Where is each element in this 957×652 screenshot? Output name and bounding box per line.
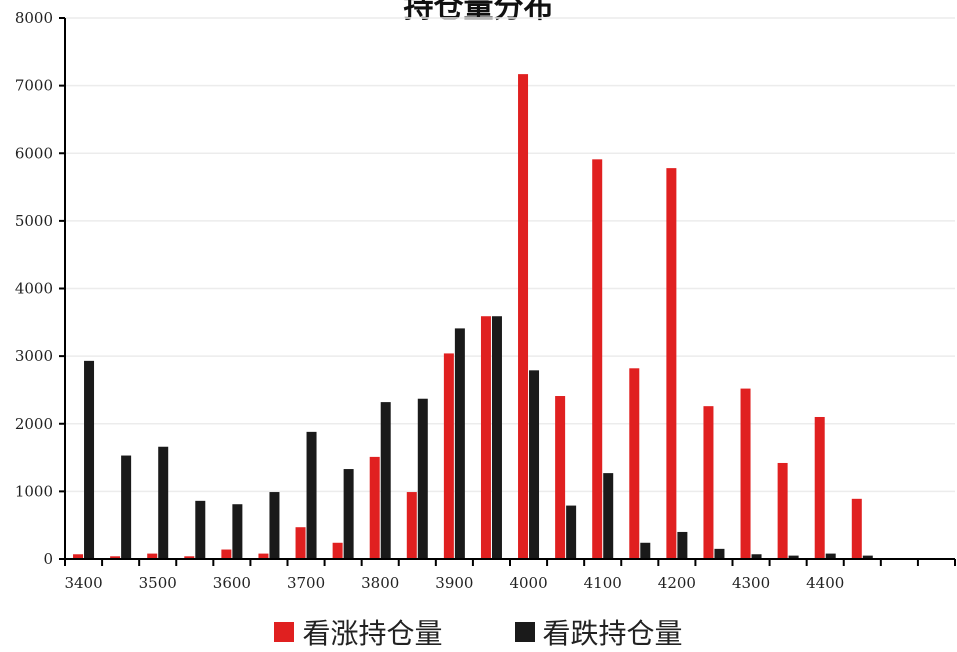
y-tick-label: 2000 bbox=[15, 415, 53, 433]
bar-call bbox=[740, 388, 751, 559]
legend-item-call[interactable]: 看涨持仓量 bbox=[274, 612, 443, 652]
x-tick-label: 3800 bbox=[361, 574, 399, 592]
bar-put bbox=[343, 469, 354, 559]
bar-call bbox=[332, 542, 343, 559]
legend-swatch-call bbox=[274, 622, 295, 642]
bar-call bbox=[518, 74, 529, 559]
bar-put bbox=[491, 316, 502, 559]
legend: 看涨持仓量 看跌持仓量 bbox=[0, 612, 957, 652]
y-tick-label: 7000 bbox=[15, 77, 53, 95]
bar-put bbox=[417, 398, 428, 559]
bar-put bbox=[825, 553, 836, 559]
legend-swatch-put bbox=[514, 622, 535, 642]
bar-call bbox=[406, 492, 417, 559]
bar-call bbox=[703, 406, 714, 559]
bar-call bbox=[666, 168, 677, 559]
legend-label-put: 看跌持仓量 bbox=[542, 617, 683, 650]
y-tick-label: 5000 bbox=[15, 212, 53, 230]
bar-put bbox=[306, 431, 317, 559]
x-tick-label: 4200 bbox=[658, 574, 696, 592]
bar-put bbox=[84, 360, 95, 559]
y-tick-label: 3000 bbox=[15, 347, 53, 365]
bar-call bbox=[555, 396, 566, 559]
legend-label-call: 看涨持仓量 bbox=[302, 617, 443, 650]
bar-call bbox=[258, 553, 269, 559]
y-tick-label: 6000 bbox=[15, 144, 53, 162]
x-tick-label: 3700 bbox=[287, 574, 325, 592]
bar-call bbox=[184, 556, 195, 559]
x-tick-label: 4100 bbox=[584, 574, 622, 592]
bar-put bbox=[529, 370, 540, 559]
x-tick-label: 3500 bbox=[139, 574, 177, 592]
bar-put bbox=[380, 402, 391, 559]
bar-call bbox=[110, 556, 121, 559]
bar-put bbox=[454, 328, 465, 559]
x-tick-label: 3600 bbox=[213, 574, 251, 592]
bar-put bbox=[640, 542, 651, 559]
bar-put bbox=[862, 555, 873, 559]
y-tick-label: 0 bbox=[43, 550, 53, 568]
y-tick-label: 1000 bbox=[15, 482, 53, 500]
x-tick-label: 3900 bbox=[435, 574, 473, 592]
bar-call bbox=[777, 462, 788, 559]
x-tick-label: 4000 bbox=[509, 574, 547, 592]
bar-call bbox=[295, 527, 306, 559]
bar-put bbox=[121, 455, 132, 559]
bar-call bbox=[851, 498, 862, 559]
x-tick-label: 3400 bbox=[64, 574, 102, 592]
bar-call bbox=[443, 353, 454, 559]
legend-item-put[interactable]: 看跌持仓量 bbox=[514, 612, 683, 652]
bar-put bbox=[714, 548, 725, 559]
bar-call bbox=[592, 159, 603, 559]
bar-put bbox=[751, 554, 762, 559]
x-tick-label: 4400 bbox=[806, 574, 844, 592]
bar-put bbox=[269, 492, 280, 559]
bar-put bbox=[677, 531, 688, 559]
bar-call bbox=[369, 456, 380, 559]
x-tick-label: 4300 bbox=[732, 574, 770, 592]
bar-call bbox=[73, 554, 84, 559]
chart-title: 持仓量分布 bbox=[403, 0, 554, 25]
bar-call bbox=[814, 416, 825, 559]
bar-call bbox=[147, 553, 158, 559]
bar-put bbox=[788, 555, 799, 559]
bar-put bbox=[603, 473, 614, 559]
y-tick-label: 8000 bbox=[15, 9, 53, 27]
bar-call bbox=[480, 316, 491, 559]
bar-put bbox=[566, 505, 577, 559]
bar-call bbox=[629, 368, 640, 559]
bar-put bbox=[158, 446, 169, 559]
y-tick-label: 4000 bbox=[15, 280, 53, 298]
bar-put bbox=[232, 504, 243, 559]
bar-call bbox=[221, 549, 232, 559]
bar-put bbox=[195, 500, 206, 559]
